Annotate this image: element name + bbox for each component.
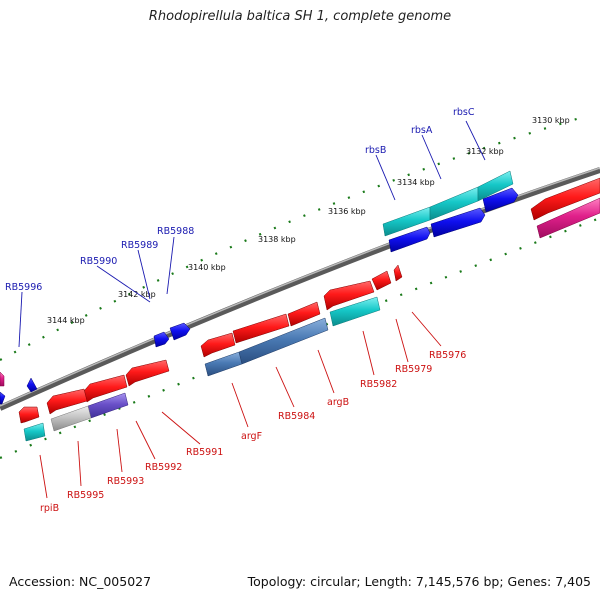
gene-feature-steelblue[interactable] [204,351,243,377]
scale-label: 3130 kbp [532,116,570,125]
gene-label-RB5979[interactable]: RB5979 [395,364,432,375]
scale-label: 3134 kbp [397,178,435,187]
upper-gene-labels: rbsC rbsA rbsB RB5988 RB5989 RB5990 RB59… [5,107,475,293]
genome-backbone-highlight [0,167,600,407]
gene-feature-forward[interactable] [0,391,6,405]
gene-feature-forward[interactable] [482,187,519,213]
gene-feature-RB5991[interactable] [125,359,170,387]
upper-strand-features [0,170,600,405]
gene-label-RB5984[interactable]: RB5984 [278,411,315,422]
gene-feature-RB5993[interactable] [46,388,88,415]
genome-backbone [0,167,600,411]
gene-label-RB5993[interactable]: RB5993 [107,476,144,487]
gene-feature-rbsC[interactable] [477,170,514,202]
gene-feature-argB[interactable] [287,301,321,327]
gene-label-rbsA[interactable]: rbsA [411,125,433,136]
gene-label-argF[interactable]: argF [241,431,262,442]
gene-label-RB5989[interactable]: RB5989 [121,240,158,251]
scale-label: 3144 kbp [47,316,85,325]
scale-label: 3132 kbp [466,147,504,156]
gene-label-RB5982[interactable]: RB5982 [360,379,397,390]
gene-feature-cyan-lower[interactable] [329,296,381,327]
gene-feature-RB5992[interactable] [83,374,128,403]
gene-label-rbsC[interactable]: rbsC [453,107,475,118]
gene-feature-RB5988[interactable] [169,322,191,341]
gene-feature-RB5979[interactable] [371,270,392,291]
gene-label-RB5996[interactable]: RB5996 [5,282,42,293]
scale-label: 3140 kbp [188,263,226,272]
gene-label-rbsB[interactable]: rbsB [365,145,386,156]
lower-strand-features [18,264,403,442]
gene-feature-RB5989[interactable] [153,331,170,348]
gene-feature-RB5996[interactable] [26,377,38,393]
gene-feature-forward[interactable] [430,207,486,238]
scale-label: 3138 kbp [258,235,296,244]
gene-label-RB5992[interactable]: RB5992 [145,462,182,473]
gene-feature-grey[interactable] [50,405,92,432]
map-title: Rhodopirellula baltica SH 1, complete ge… [148,9,452,24]
gene-feature-cyan-lower[interactable] [23,422,46,442]
lower-gene-labels: RB5976 RB5979 RB5982 argB RB5984 argF RB… [40,350,466,514]
gene-label-RB5991[interactable]: RB5991 [186,447,223,458]
gene-feature-RB5984[interactable] [232,313,290,344]
gene-feature-forward[interactable] [388,226,431,253]
gene-label-RB5995[interactable]: RB5995 [67,490,104,501]
scale-label: 3136 kbp [328,207,366,216]
gene-feature-steelblue[interactable] [238,317,329,365]
gene-feature-magenta[interactable] [536,197,600,239]
gene-feature-rpiB[interactable] [18,406,40,424]
gene-feature-reverse[interactable] [530,177,600,221]
lower-leader-lines [39,311,442,499]
gene-label-RB5976[interactable]: RB5976 [429,350,466,361]
gene-label-rpiB[interactable]: rpiB [40,503,59,514]
accession-text: Accession: NC_005027 [9,574,152,589]
upper-leader-lines [18,120,486,348]
gene-feature-RB5976[interactable] [393,264,403,282]
gene-label-RB5990[interactable]: RB5990 [80,256,117,267]
gene-feature-argF[interactable] [200,332,236,358]
gene-label-RB5988[interactable]: RB5988 [157,226,194,237]
scale-label: 3142 kbp [118,290,156,299]
scale-labels: 3130 kbp 3132 kbp 3134 kbp 3136 kbp 3138… [47,116,570,325]
gene-feature-RB5982[interactable] [323,280,375,311]
gene-label-argB[interactable]: argB [327,397,349,408]
genome-summary-text: Topology: circular; Length: 7,145,576 bp… [247,574,591,589]
gene-feature-magenta[interactable] [0,371,5,387]
